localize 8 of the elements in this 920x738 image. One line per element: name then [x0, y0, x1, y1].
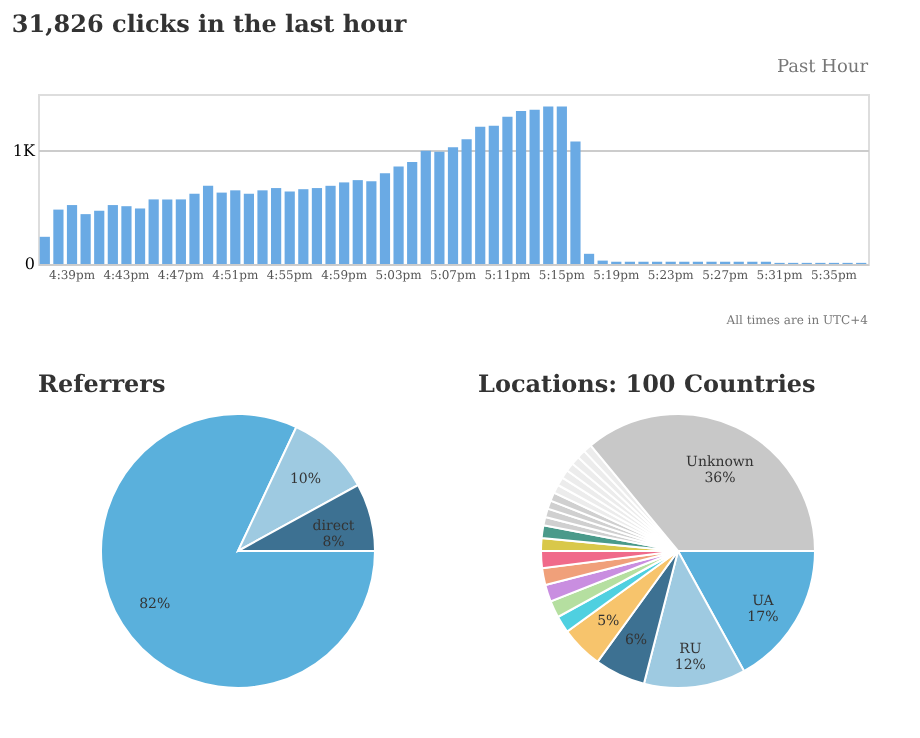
y-tick-label: 0	[24, 255, 35, 273]
chart-title: Referrers	[38, 370, 167, 398]
text: Past Hour	[777, 58, 870, 78]
chart-title: 31,826 clicks in the last hour	[11, 10, 408, 38]
pie-slice	[100, 413, 376, 689]
bar	[447, 147, 459, 264]
chart-title: Locations: 100 Countries	[478, 370, 817, 398]
y-tick-label: 1K	[12, 141, 38, 160]
